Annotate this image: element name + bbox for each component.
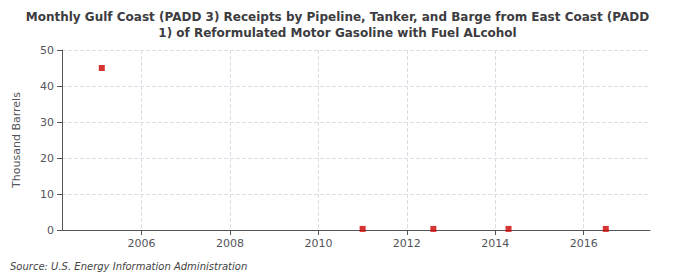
svg-text:0: 0	[47, 224, 54, 237]
svg-text:2016: 2016	[570, 237, 598, 250]
svg-text:10: 10	[40, 188, 54, 201]
svg-text:Source: U.S. Energy Informatio: Source: U.S. Energy Information Administ…	[10, 261, 247, 272]
svg-text:30: 30	[40, 116, 54, 129]
svg-text:40: 40	[40, 80, 54, 93]
svg-text:2008: 2008	[216, 237, 244, 250]
svg-text:2014: 2014	[481, 237, 509, 250]
svg-text:2006: 2006	[128, 237, 156, 250]
svg-text:Thousand Barrels: Thousand Barrels	[10, 92, 23, 189]
svg-text:50: 50	[40, 44, 54, 57]
svg-text:2010: 2010	[304, 237, 332, 250]
svg-text:1) of Reformulated Motor Gasol: 1) of Reformulated Motor Gasoline with F…	[158, 26, 516, 40]
svg-text:2012: 2012	[393, 237, 421, 250]
svg-text:20: 20	[40, 152, 54, 165]
svg-text:Monthly Gulf Coast (PADD 3) Re: Monthly Gulf Coast (PADD 3) Receipts by …	[26, 10, 650, 24]
